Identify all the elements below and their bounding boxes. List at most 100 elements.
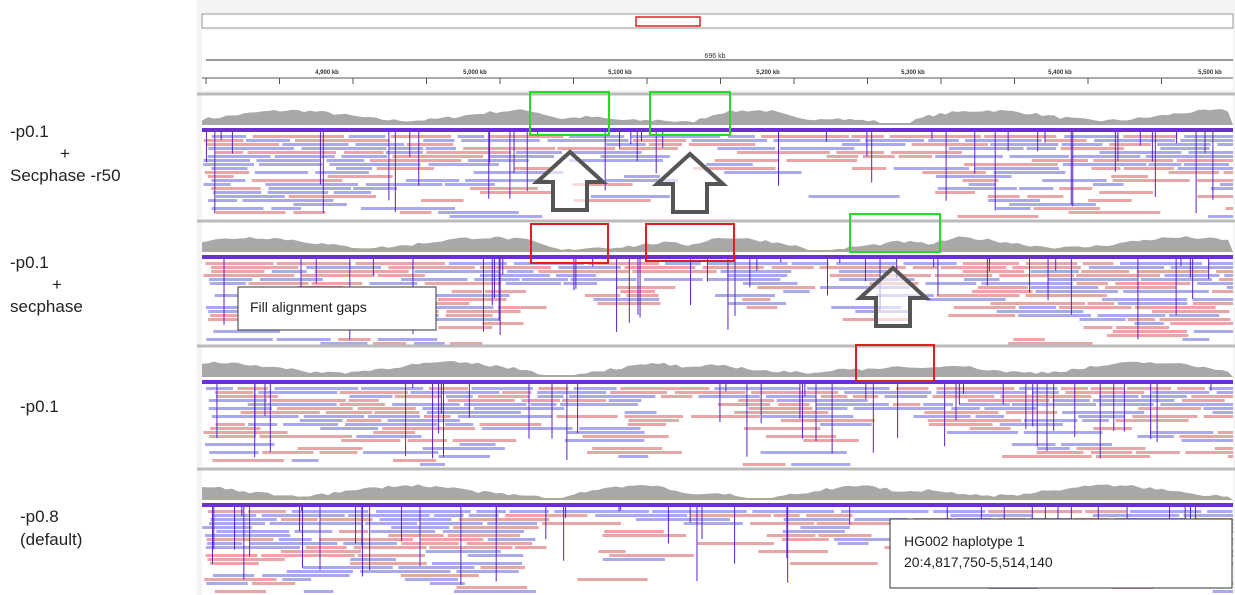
read	[648, 143, 683, 146]
read	[1191, 395, 1233, 398]
read	[1093, 427, 1132, 430]
read	[401, 278, 468, 281]
variant-bar	[202, 380, 1233, 384]
read	[1083, 326, 1113, 329]
read	[1226, 286, 1233, 289]
read	[996, 310, 1084, 313]
read	[377, 338, 438, 341]
read	[247, 151, 337, 154]
read	[329, 163, 421, 166]
read	[1148, 163, 1182, 166]
read	[836, 262, 896, 265]
read	[962, 270, 1025, 273]
read	[379, 518, 452, 521]
read	[480, 566, 526, 569]
read	[1123, 290, 1209, 293]
read	[1208, 387, 1233, 390]
ruler-tick-label: 5,100 kb	[608, 70, 632, 76]
read	[1169, 314, 1220, 317]
read	[1060, 147, 1124, 150]
read	[206, 143, 280, 146]
read	[935, 155, 1003, 158]
read	[320, 342, 368, 345]
row-label: -p0.1	[20, 397, 59, 416]
read	[706, 163, 753, 166]
read	[203, 183, 231, 186]
read	[1008, 342, 1093, 345]
read	[447, 399, 515, 402]
alignment-track	[197, 344, 1235, 468]
read	[1134, 306, 1216, 309]
read	[635, 518, 730, 521]
read	[924, 411, 999, 414]
read	[488, 155, 554, 158]
read	[896, 387, 929, 390]
read	[388, 534, 444, 537]
read	[1023, 431, 1103, 434]
read	[293, 203, 347, 206]
read	[319, 538, 413, 541]
read	[619, 147, 678, 150]
read	[1115, 282, 1191, 285]
read	[697, 542, 775, 545]
highlight-box	[645, 223, 735, 262]
read	[429, 546, 513, 549]
read	[1000, 395, 1092, 398]
read	[950, 514, 1032, 517]
read	[1097, 314, 1166, 317]
read	[302, 566, 393, 569]
read	[459, 443, 496, 446]
read	[254, 171, 309, 174]
read	[344, 423, 438, 426]
read	[248, 282, 309, 285]
read	[1185, 451, 1233, 454]
read	[237, 387, 268, 390]
read	[936, 294, 1020, 297]
read	[476, 510, 506, 513]
read	[204, 171, 250, 174]
read	[353, 546, 427, 549]
read	[557, 147, 616, 150]
read	[456, 570, 519, 573]
row-label: -p0.1	[10, 122, 49, 141]
read	[1217, 431, 1233, 434]
read	[271, 270, 307, 273]
read	[206, 538, 274, 541]
read	[884, 395, 928, 398]
read	[1224, 274, 1233, 277]
read	[620, 387, 710, 390]
arrow	[651, 151, 729, 214]
read	[276, 407, 353, 410]
read	[623, 175, 661, 178]
read	[297, 447, 363, 450]
read	[568, 395, 656, 398]
read	[537, 395, 564, 398]
read	[854, 518, 908, 521]
read	[791, 463, 851, 466]
read	[893, 167, 970, 170]
read	[1018, 314, 1091, 317]
read	[276, 338, 331, 341]
read	[451, 290, 483, 293]
read	[833, 538, 908, 541]
read	[258, 163, 323, 166]
read	[348, 514, 430, 517]
read	[714, 294, 775, 297]
read	[913, 415, 971, 418]
read	[247, 403, 337, 406]
read	[853, 407, 946, 410]
read	[742, 463, 786, 466]
overlays: Fill alignment gaps HG002 haplotype 1 20…	[237, 91, 1233, 589]
read	[826, 155, 859, 158]
read	[631, 135, 721, 138]
read	[602, 534, 687, 537]
read	[1112, 179, 1190, 182]
read	[605, 179, 678, 182]
read	[413, 342, 445, 345]
read	[1212, 590, 1233, 593]
read	[424, 282, 502, 285]
read	[514, 546, 547, 549]
read	[953, 306, 1016, 309]
read	[1098, 395, 1139, 398]
read	[467, 554, 524, 557]
